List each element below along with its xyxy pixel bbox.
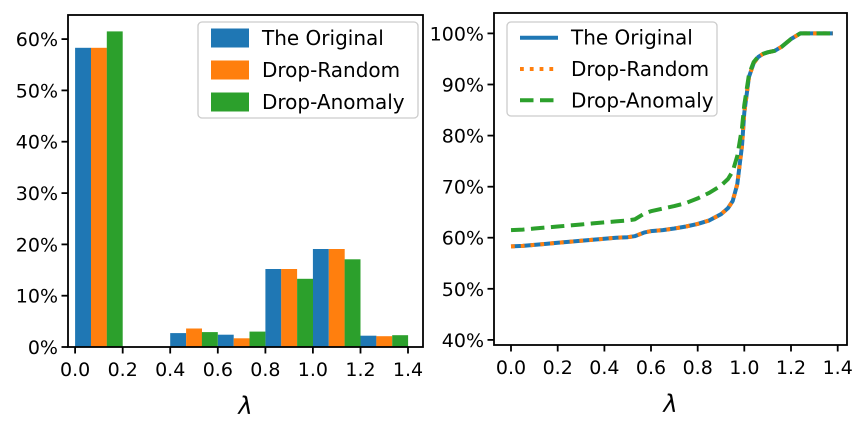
y-tick-label: 50%: [442, 279, 484, 301]
x-axis-label: λ: [661, 390, 677, 418]
y-tick-label: 70%: [442, 177, 484, 199]
legend-label-the-original: The Original: [570, 26, 693, 50]
legend-swatch-the-original: [211, 28, 249, 48]
plot-border: [67, 14, 424, 348]
plot-border: [493, 12, 848, 346]
bar-drop-anomaly-bin-0.6: [249, 331, 266, 347]
x-tick-label: 0.4: [155, 359, 185, 381]
x-tick-label: 1.2: [776, 357, 806, 379]
x-tick-label: 0.8: [683, 357, 713, 379]
legend-swatch-drop-random: [211, 60, 249, 80]
legend-box: [506, 21, 718, 117]
bar-drop-random-bin-0.4: [186, 328, 202, 347]
legend-label-drop-anomaly: Drop-Anomaly: [262, 90, 405, 114]
legend-label-drop-random: Drop-Random: [571, 57, 709, 81]
bar-drop-random-bin-1: [328, 249, 345, 347]
bar-the-original-bin-0: [75, 47, 91, 348]
legend-label-the-original: The Original: [261, 26, 384, 50]
y-tick-label: 80%: [442, 126, 484, 148]
bar-the-original-bin-1.2: [360, 335, 377, 347]
line-drop-anomaly: [510, 31, 833, 233]
bar-drop-anomaly-bin-0.4: [201, 332, 218, 347]
bar-the-original-bin-0.8: [265, 269, 282, 347]
y-tick-label: 30%: [16, 183, 58, 205]
x-tick-label: 1.4: [393, 359, 423, 381]
x-tick-label: 1.4: [823, 357, 853, 379]
bar-the-original-bin-0.6: [217, 334, 234, 347]
bar-the-original-bin-0.4: [170, 333, 187, 347]
legend: The Original Drop-Random Drop-Anomaly: [506, 21, 718, 117]
legend-box: [197, 21, 419, 119]
bar-the-original-bin-1: [312, 249, 329, 347]
bar-drop-random-bin-1.2: [376, 336, 393, 347]
y-tick-label: 40%: [442, 330, 484, 352]
legend: The Original Drop-Random Drop-Anomaly: [197, 21, 419, 119]
y-tick-label: 100%: [430, 23, 484, 45]
legend-label-drop-anomaly: Drop-Anomaly: [571, 88, 714, 112]
x-tick-label: 1.2: [345, 359, 375, 381]
bar-drop-anomaly-bin-1: [344, 259, 361, 347]
bar-drop-anomaly-bin-0: [106, 31, 123, 348]
x-axis-label: λ: [236, 392, 252, 420]
left-chart: 0.0 0.2 0.4 0.6 0.8 1.0 1.2 1.4 0% 10% 20% 30% 40% 50…: [16, 14, 424, 420]
x-tick-label: 0.6: [203, 359, 233, 381]
bar-drop-anomaly-bin-1.2: [392, 335, 409, 347]
bar-drop-anomaly-bin-0.8: [297, 278, 313, 347]
x-tick-label: 1.0: [298, 359, 328, 381]
y-tick-label: 60%: [442, 228, 484, 250]
x-tick-label: 0.0: [496, 357, 526, 379]
x-tick-label: 0.6: [636, 357, 666, 379]
y-tick-label: 60%: [16, 29, 58, 51]
x-tick-label: 0.8: [250, 359, 280, 381]
legend-swatch-drop-anomaly: [211, 92, 249, 112]
x-tick-label: 0.2: [108, 359, 138, 381]
right-chart: 0.0 0.2 0.4 0.6 0.8 1.0 1.2 1.4 40% 50% 60% 70% 80% 9…: [430, 12, 853, 418]
bar-drop-random-bin-0.6: [233, 338, 250, 347]
bar-drop-random-bin-0.8: [281, 269, 298, 347]
x-tick-label: 0.4: [589, 357, 619, 379]
bar-drop-random-bin-0: [91, 47, 107, 348]
x-tick-label: 0.0: [60, 359, 90, 381]
y-tick-label: 10%: [16, 286, 58, 308]
y-tick-label: 0%: [28, 337, 58, 359]
x-tick-label: 1.0: [729, 357, 759, 379]
x-tick-label: 0.2: [543, 357, 573, 379]
y-tick-label: 20%: [16, 234, 58, 256]
y-tick-label: 40%: [16, 132, 58, 154]
y-tick-label: 50%: [16, 80, 58, 102]
legend-label-drop-random: Drop-Random: [262, 58, 400, 82]
y-tick-label: 90%: [442, 75, 484, 97]
